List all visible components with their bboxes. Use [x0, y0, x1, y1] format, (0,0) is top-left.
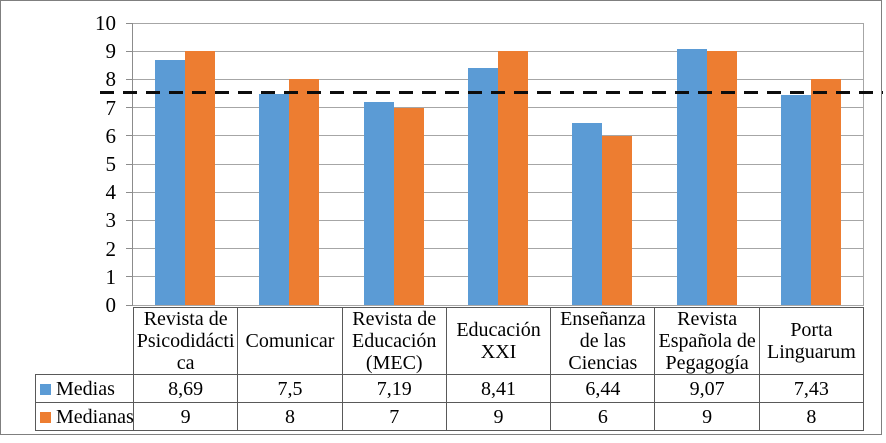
data-table: Revista de Psicodidáctica Comunicar Revi…: [35, 307, 865, 431]
medias-value-6: 9,07: [654, 374, 760, 403]
bar-medias-7: [780, 95, 811, 305]
plot-area: [126, 22, 864, 306]
bar-medias-3: [363, 102, 394, 305]
y-axis-labels: 0 1 2 3 4 5 6 7 8 9 10: [60, 11, 117, 317]
medianas-value-5: 6: [550, 402, 656, 431]
legend-item-medias: Medias: [35, 374, 134, 403]
bar-medianas-6: [706, 51, 737, 305]
y-tick-2: [126, 248, 133, 250]
y-tick-9: [126, 50, 133, 52]
medianas-value-6: 9: [654, 402, 760, 431]
table-corner-empty: [36, 308, 134, 375]
medias-value-7: 7,43: [758, 374, 865, 403]
y-tick-3: [126, 219, 133, 221]
bar-medianas-5: [602, 135, 633, 305]
gridline-0: [133, 304, 863, 306]
category-header-5: Enseñanza de las Ciencias: [550, 307, 656, 375]
plot-right-border: [863, 23, 864, 306]
medias-value-3: 7,19: [341, 374, 447, 403]
y-axis-line: [132, 23, 133, 306]
medianas-legend-label: Medianas: [56, 405, 134, 428]
y-axis-label-4: 4: [105, 180, 117, 205]
bar-medias-2: [259, 93, 290, 305]
y-tick-8: [126, 78, 133, 80]
category-header-7: Porta Linguarum: [758, 307, 865, 375]
y-axis-label-10: 10: [95, 11, 116, 35]
bar-medias-5: [572, 123, 603, 305]
y-axis-label-8: 8: [105, 67, 117, 92]
y-tick-5: [126, 163, 133, 165]
medias-legend-label: Medias: [56, 377, 115, 400]
y-axis-label-1: 1: [105, 264, 117, 289]
y-tick-7: [126, 107, 133, 109]
medianas-value-4: 9: [445, 402, 552, 431]
bar-medianas-4: [498, 51, 528, 305]
medianas-value-7: 8: [758, 402, 865, 431]
y-tick-1: [126, 276, 133, 278]
category-header-6: Revista Española de Pegagogía: [654, 307, 760, 375]
medianas-value-1: 9: [132, 402, 239, 431]
category-header-4: Educación XXI: [445, 307, 552, 375]
y-tick-4: [126, 191, 133, 193]
bar-medias-1: [155, 59, 186, 305]
category-header-1: Revista de Psicodidáctica: [132, 307, 239, 375]
medianas-legend-swatch: [40, 411, 51, 423]
medias-legend-swatch: [40, 383, 51, 395]
legend-item-medianas: Medianas: [35, 402, 134, 431]
category-header-2: Comunicar: [237, 307, 343, 375]
y-axis-label-2: 2: [105, 236, 117, 261]
medias-value-5: 6,44: [550, 374, 656, 403]
bar-medianas-3: [393, 107, 424, 305]
table-row-medias: Medias 8,69 7,5 7,19 8,41 6,44 9,07 7,43: [35, 374, 865, 403]
y-tick-0: [126, 304, 133, 306]
bar-medianas-7: [810, 79, 841, 305]
medias-value-2: 7,5: [237, 374, 343, 403]
y-axis-label-9: 9: [105, 39, 117, 64]
table-header-row: Revista de Psicodidáctica Comunicar Revi…: [36, 307, 865, 375]
y-axis-label-0: 0: [105, 293, 117, 317]
category-header-3: Revista de Educación (MEC): [341, 307, 447, 375]
y-axis-label-7: 7: [105, 95, 117, 120]
table-row-medianas: Medianas 9 8 7 9 6 9 8: [35, 402, 865, 431]
bar-medias-6: [676, 49, 707, 305]
gridline-10: [133, 22, 863, 24]
y-tick-6: [126, 135, 133, 137]
medianas-value-3: 7: [341, 402, 447, 431]
bar-medianas-1: [185, 51, 216, 305]
medias-value-1: 8,69: [132, 374, 239, 403]
y-axis-label-5: 5: [105, 152, 117, 176]
bar-medianas-2: [289, 79, 320, 305]
bar-medias-4: [468, 67, 498, 305]
medias-value-4: 8,41: [445, 374, 552, 403]
y-axis-label-6: 6: [105, 123, 117, 148]
y-tick-10: [126, 22, 133, 24]
medianas-value-2: 8: [237, 402, 343, 431]
reference-line: [100, 90, 883, 94]
y-axis-label-3: 3: [105, 208, 117, 233]
